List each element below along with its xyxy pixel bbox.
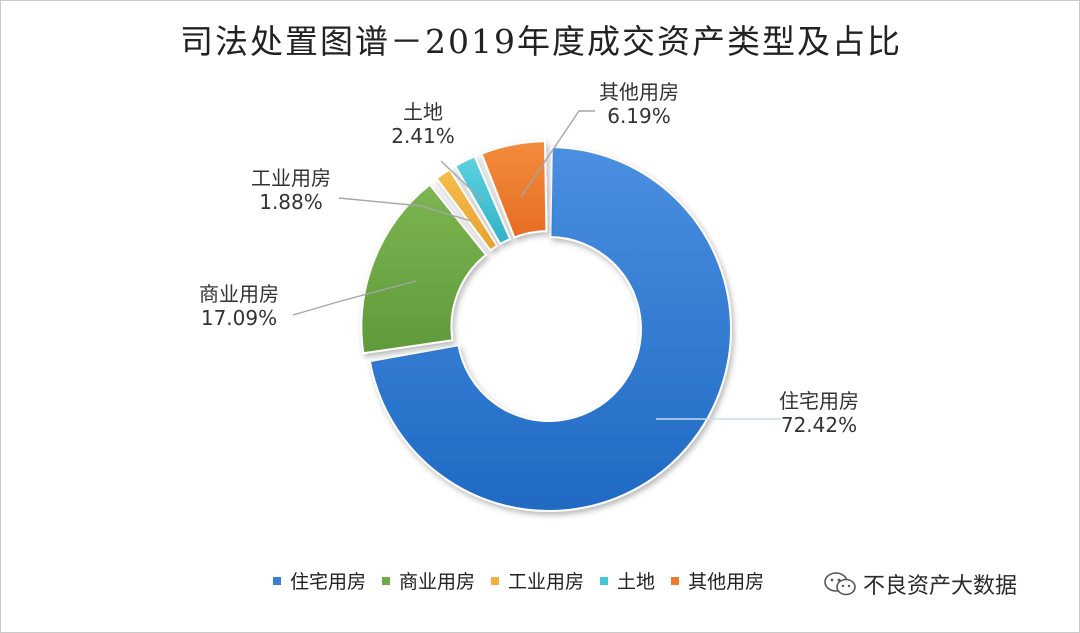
legend-item-other: 其他用房 xyxy=(671,567,764,594)
legend: 住宅用房 商业用房 工业用房 土地 其他用房 xyxy=(273,567,780,594)
label-value-land: 2.41% xyxy=(391,124,455,148)
chart-title: 司法处置图谱－2019年度成交资产类型及占比 xyxy=(180,22,902,61)
legend-label-other: 其他用房 xyxy=(688,571,765,593)
watermark: 不良资产大数据 xyxy=(823,568,1018,600)
legend-item-land: 土地 xyxy=(600,567,655,594)
label-category-other: 其他用房 xyxy=(599,80,679,104)
label-category-commercial: 商业用房 xyxy=(199,282,279,306)
label-value-industrial: 1.88% xyxy=(259,190,323,214)
legend-swatch-land xyxy=(600,576,609,585)
slice-industrial xyxy=(435,168,499,252)
label-category-industrial: 工业用房 xyxy=(251,166,331,190)
legend-swatch-industrial xyxy=(491,576,500,585)
leader-line-industrial xyxy=(338,197,472,222)
slice-residential xyxy=(368,146,732,512)
label-category-land: 土地 xyxy=(403,100,443,124)
leader-line-land xyxy=(440,160,484,202)
wechat-icon xyxy=(824,572,856,596)
legend-item-commercial: 商业用房 xyxy=(382,567,475,594)
legend-label-industrial: 工业用房 xyxy=(508,571,585,593)
legend-label-residential: 住宅用房 xyxy=(290,571,367,593)
slice-commercial xyxy=(360,183,488,355)
legend-swatch-commercial xyxy=(382,576,391,585)
label-value-commercial: 17.09% xyxy=(201,306,277,330)
label-value-residential: 72.42% xyxy=(781,413,857,437)
legend-label-commercial: 商业用房 xyxy=(399,571,476,593)
leader-line-commercial xyxy=(292,280,417,316)
watermark-text: 不良资产大数据 xyxy=(863,574,1018,599)
legend-swatch-residential xyxy=(273,576,281,585)
legend-swatch-other xyxy=(671,576,680,585)
legend-label-land: 土地 xyxy=(617,571,656,593)
label-category-residential: 住宅用房 xyxy=(779,389,859,413)
leader-line-other xyxy=(520,110,595,198)
label-value-other: 6.19% xyxy=(607,104,671,128)
slice-other xyxy=(480,140,548,239)
legend-item-industrial: 工业用房 xyxy=(491,567,584,594)
legend-item-residential: 住宅用房 xyxy=(273,567,366,594)
